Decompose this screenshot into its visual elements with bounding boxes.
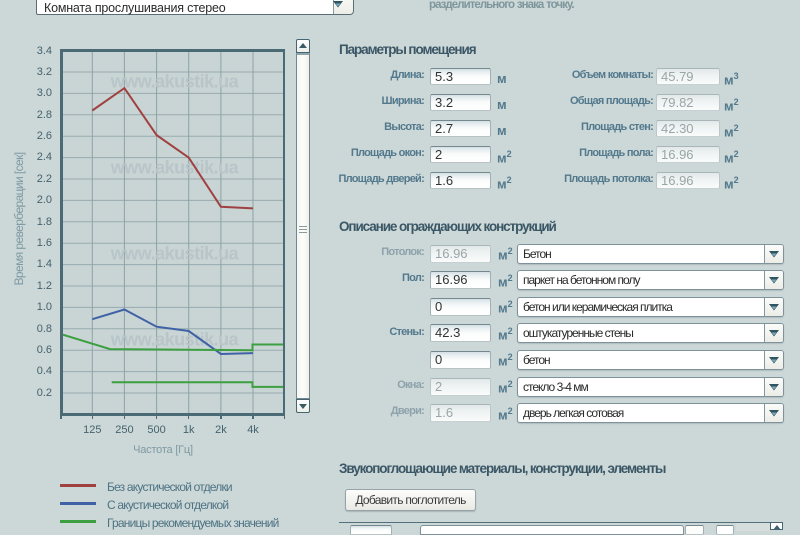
svg-text:www.akustik.ua: www.akustik.ua <box>110 330 240 350</box>
svg-text:www.akustik.ua: www.akustik.ua <box>110 72 240 92</box>
svg-text:www.akustik.ua: www.akustik.ua <box>110 158 240 178</box>
svg-text:www.akustik.ua: www.akustik.ua <box>110 244 240 264</box>
